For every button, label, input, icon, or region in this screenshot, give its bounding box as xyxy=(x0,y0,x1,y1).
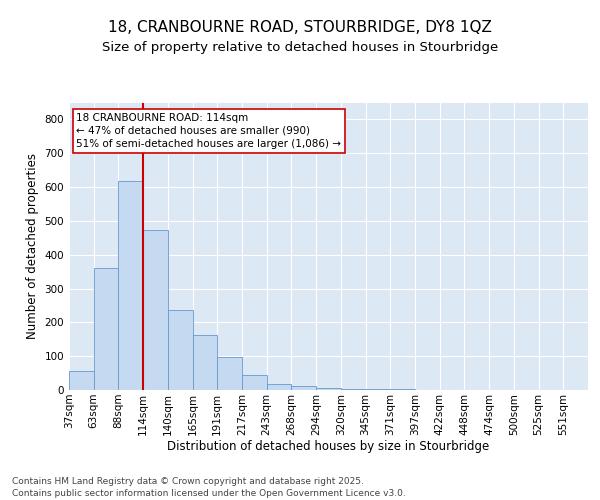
Text: Size of property relative to detached houses in Stourbridge: Size of property relative to detached ho… xyxy=(102,41,498,54)
Bar xyxy=(143,230,168,390)
Bar xyxy=(118,182,143,390)
Text: Contains HM Land Registry data © Crown copyright and database right 2025.: Contains HM Land Registry data © Crown c… xyxy=(12,476,364,486)
Bar xyxy=(69,370,94,390)
Text: 18, CRANBOURNE ROAD, STOURBRIDGE, DY8 1QZ: 18, CRANBOURNE ROAD, STOURBRIDGE, DY8 1Q… xyxy=(108,20,492,35)
Bar xyxy=(267,384,292,390)
X-axis label: Distribution of detached houses by size in Stourbridge: Distribution of detached houses by size … xyxy=(167,440,490,454)
Bar xyxy=(193,335,217,390)
Bar xyxy=(217,357,242,390)
Bar xyxy=(94,268,118,390)
Y-axis label: Number of detached properties: Number of detached properties xyxy=(26,153,39,340)
Text: Contains public sector information licensed under the Open Government Licence v3: Contains public sector information licen… xyxy=(12,490,406,498)
Text: 18 CRANBOURNE ROAD: 114sqm
← 47% of detached houses are smaller (990)
51% of sem: 18 CRANBOURNE ROAD: 114sqm ← 47% of deta… xyxy=(76,112,341,149)
Bar xyxy=(242,375,267,390)
Bar xyxy=(168,310,193,390)
Bar xyxy=(292,386,316,390)
Bar xyxy=(316,388,341,390)
Bar xyxy=(341,388,365,390)
